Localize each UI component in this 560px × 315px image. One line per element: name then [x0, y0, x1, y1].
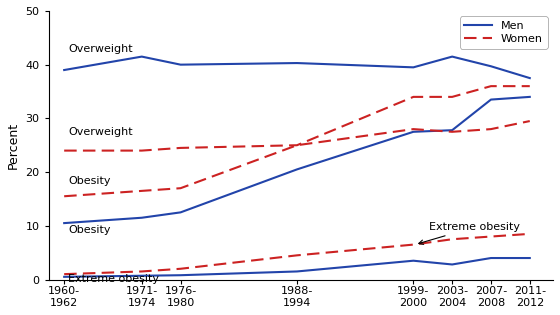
Text: Obesity: Obesity [68, 175, 110, 186]
Text: Extreme obesity: Extreme obesity [68, 274, 159, 284]
Text: Overweight: Overweight [68, 127, 133, 137]
Text: Extreme obesity: Extreme obesity [419, 222, 520, 244]
Legend: Men, Women: Men, Women [460, 16, 548, 49]
Text: Obesity: Obesity [68, 226, 110, 236]
Text: Overweight: Overweight [68, 44, 133, 54]
Y-axis label: Percent: Percent [7, 122, 20, 169]
